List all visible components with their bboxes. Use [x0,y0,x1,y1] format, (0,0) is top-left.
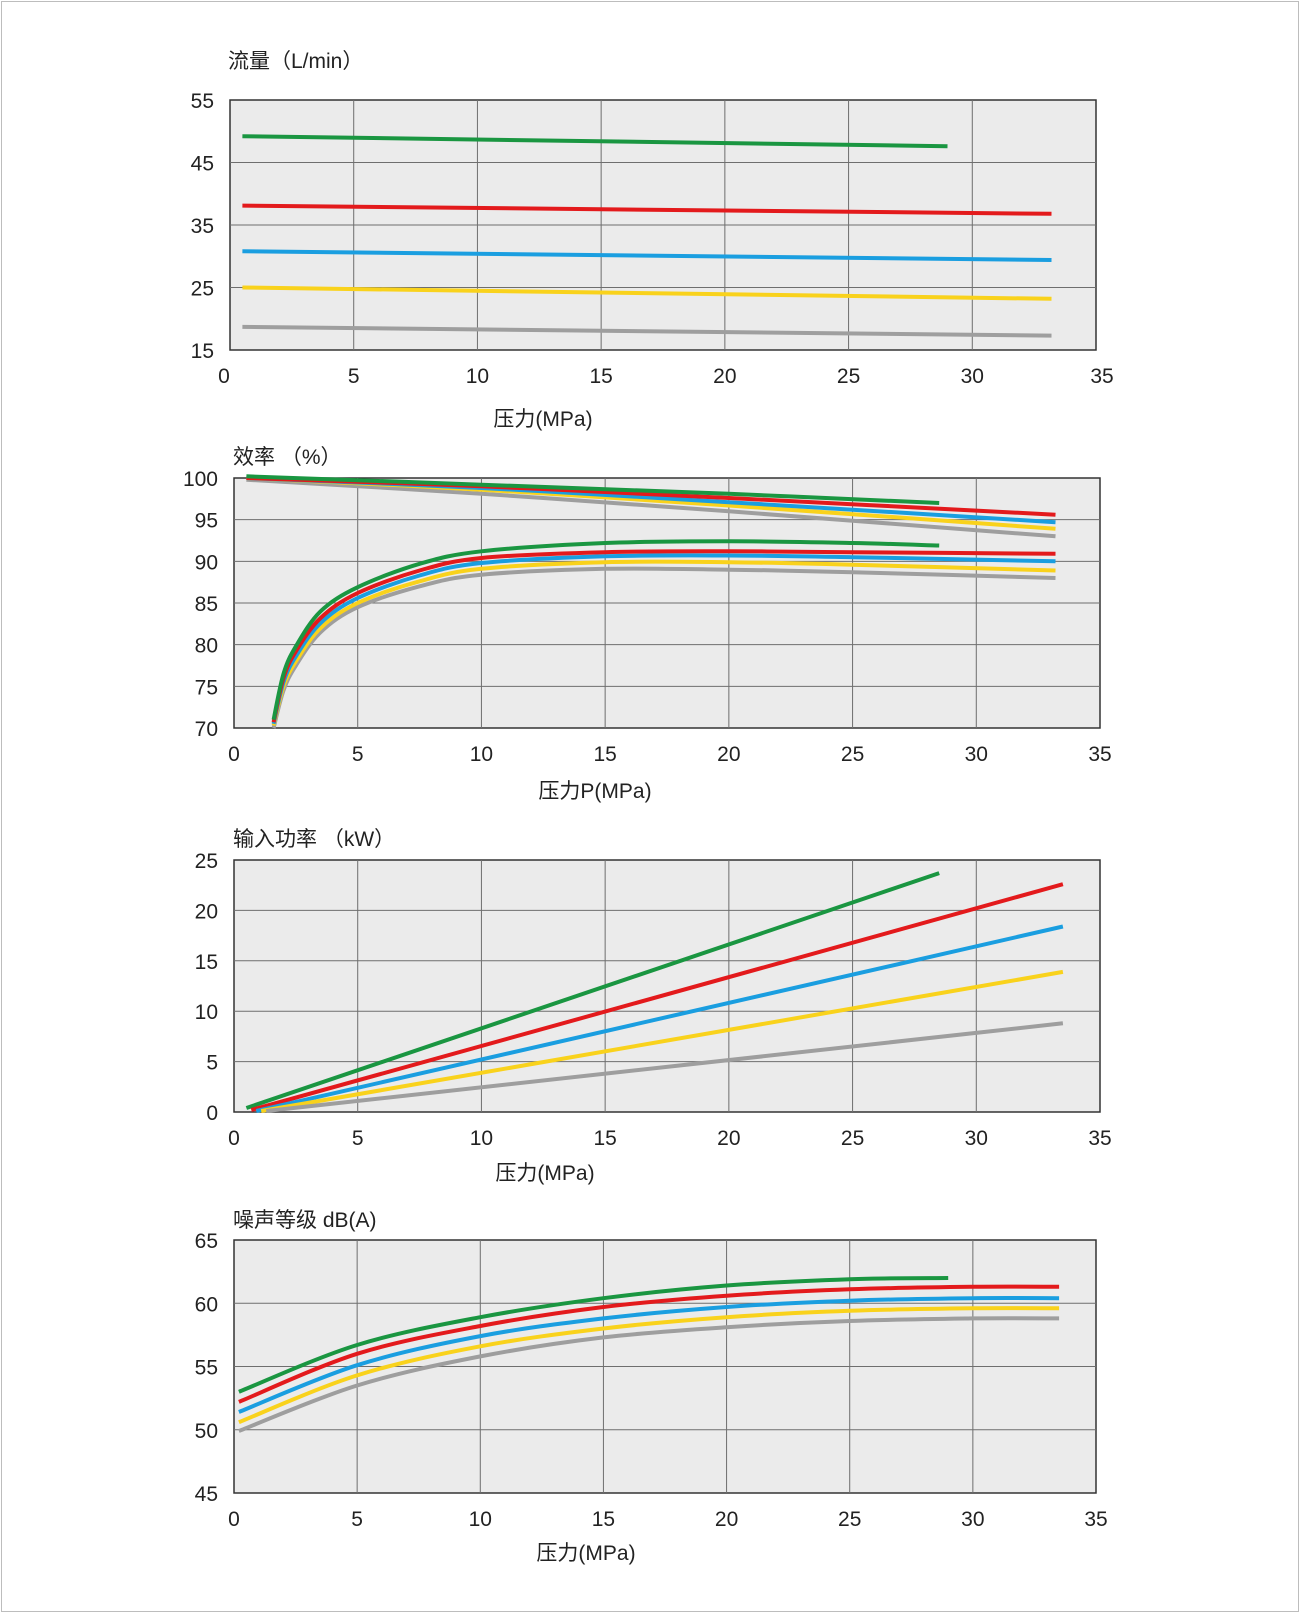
noise-y-tick-label: 45 [195,1483,218,1506]
flow-x-tick-label: 0 [218,365,230,388]
efficiency-y-tick-label: 70 [195,718,218,741]
efficiency-y-tick-label: 75 [195,676,218,699]
efficiency-series-line-8 [271,549,1056,723]
efficiency-x-tick-label: 30 [965,743,988,766]
power-x-tick-label: 5 [352,1127,364,1150]
efficiency-chart-title: 效率 （%） [233,446,342,469]
noise-chart: 噪声等级 dB(A) 65 60 55 50 45 0 5 10 15 20 25 30 35 压力(… [195,1209,1108,1565]
flow-x-tick-label: 30 [961,365,984,388]
power-chart-title: 输入功率 （kW） [233,828,395,851]
flow-x-tick-label: 25 [837,365,860,388]
noise-chart-xlabel: 压力(MPa) [536,1542,635,1565]
power-y-tick-label: 0 [206,1102,218,1125]
flow-series-line-1 [242,203,1052,216]
noise-y-tick-label: 55 [195,1357,218,1380]
flow-series-line-2 [242,249,1052,262]
efficiency-x-tick-label: 25 [841,743,864,766]
noise-x-tick-label: 5 [351,1508,363,1531]
noise-series-line-0 [238,1276,949,1394]
noise-x-tick-label: 25 [838,1508,861,1531]
power-series-line-0 [245,871,940,1110]
power-series-line-2 [255,924,1064,1113]
efficiency-series-line-5 [271,566,1056,729]
noise-x-tick-label: 10 [469,1508,492,1531]
flow-chart: 流量（L/min） 55 45 35 25 15 0 5 10 15 20 25 30 35 压力(M… [191,50,1114,431]
power-chart: 输入功率 （kW） 25 20 15 10 5 0 0 5 10 15 20 25 30 35 压力(M… [195,828,1112,1185]
flow-chart-xlabel: 压力(MPa) [493,408,592,431]
noise-x-tick-label: 35 [1084,1508,1107,1531]
efficiency-y-tick-label: 90 [195,551,218,574]
efficiency-y-tick-label: 100 [183,468,218,491]
power-y-tick-label: 15 [195,951,218,974]
flow-x-tick-label: 35 [1090,365,1113,388]
noise-series-line-3 [238,1306,1060,1425]
flow-x-tick-label: 15 [589,365,612,388]
efficiency-chart-xlabel: 压力P(MPa) [538,780,651,803]
flow-x-tick-label: 10 [466,365,489,388]
flow-x-tick-label: 5 [348,365,360,388]
power-x-tick-label: 25 [841,1127,864,1150]
efficiency-series-line-6 [271,559,1056,726]
efficiency-x-tick-label: 15 [593,743,616,766]
efficiency-x-tick-label: 5 [352,743,364,766]
noise-y-tick-label: 65 [195,1230,218,1253]
power-y-tick-label: 5 [206,1052,218,1075]
power-x-tick-label: 20 [717,1127,740,1150]
noise-x-tick-label: 20 [715,1508,738,1531]
efficiency-x-tick-label: 20 [717,743,740,766]
efficiency-x-tick-label: 10 [470,743,493,766]
power-y-tick-label: 25 [195,850,218,873]
power-x-tick-label: 0 [228,1127,240,1150]
efficiency-y-tick-label: 95 [195,510,218,533]
power-chart-xlabel: 压力(MPa) [495,1162,594,1185]
noise-chart-title: 噪声等级 dB(A) [233,1209,377,1232]
efficiency-series-line-0 [246,477,1056,539]
noise-y-tick-label: 50 [195,1420,218,1443]
flow-x-tick-label: 20 [713,365,736,388]
efficiency-x-tick-label: 35 [1088,743,1111,766]
efficiency-x-tick-label: 0 [228,743,240,766]
noise-series-line-1 [238,1284,1060,1404]
efficiency-chart: 效率 （%） 100 95 90 85 80 75 70 0 5 10 15 20 25 30 35 压力… [183,446,1112,803]
flow-series-line-0 [242,134,948,149]
power-x-tick-label: 30 [965,1127,988,1150]
power-series-line-3 [260,969,1064,1113]
power-y-tick-label: 20 [195,900,218,923]
efficiency-series-line-4 [246,474,940,505]
flow-series-line-4 [242,324,1052,338]
noise-series-line-4 [238,1316,1060,1433]
noise-series-line-2 [238,1296,1060,1414]
noise-x-tick-label: 15 [592,1508,615,1531]
power-y-tick-label: 10 [195,1001,218,1024]
efficiency-series-line-9 [271,539,940,721]
power-series-line-4 [265,1021,1064,1113]
efficiency-y-tick-label: 80 [195,635,218,658]
flow-y-tick-label: 55 [191,90,214,113]
flow-y-tick-label: 25 [191,278,214,301]
flow-y-tick-label: 35 [191,215,214,238]
power-x-tick-label: 35 [1088,1127,1111,1150]
flow-y-tick-label: 15 [191,340,214,363]
power-series-line-1 [250,882,1064,1112]
flow-y-tick-label: 45 [191,153,214,176]
noise-x-tick-label: 30 [961,1508,984,1531]
power-plot-area [233,859,1101,1113]
power-x-tick-label: 10 [470,1127,493,1150]
noise-y-tick-label: 60 [195,1293,218,1316]
flow-series-line-3 [242,285,1052,301]
flow-chart-title: 流量（L/min） [228,50,363,73]
efficiency-y-tick-label: 85 [195,593,218,616]
power-x-tick-label: 15 [593,1127,616,1150]
noise-x-tick-label: 0 [228,1508,240,1531]
efficiency-series-line-7 [271,553,1056,725]
